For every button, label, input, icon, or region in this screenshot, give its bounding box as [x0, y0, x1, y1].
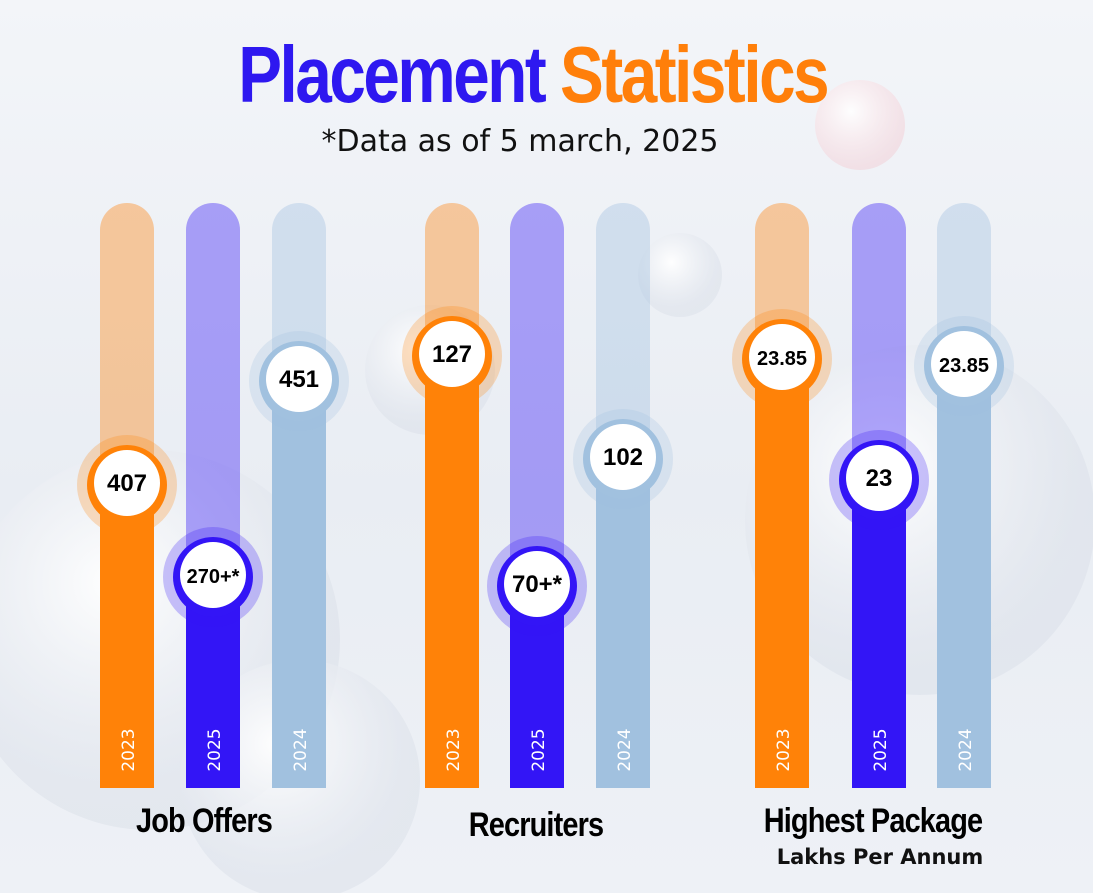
marker-inner	[266, 346, 332, 412]
data-label: 270+*	[187, 566, 240, 588]
title-part-2: Statistics	[560, 30, 830, 119]
bar-job-offers-2024	[272, 381, 326, 788]
data-label: 23.85	[757, 348, 807, 370]
bar-highest-package-2023	[755, 359, 809, 788]
year-label: 2025	[529, 728, 549, 771]
marker-inner	[846, 445, 912, 511]
year-label: 2023	[444, 728, 464, 771]
marker-inner	[749, 324, 815, 390]
year-label: 2024	[956, 728, 976, 771]
year-label: 2025	[205, 728, 225, 771]
data-label: 23.85	[939, 355, 989, 377]
bar-job-offers-2023	[100, 485, 154, 788]
year-label: 2024	[615, 728, 635, 771]
marker-inner	[590, 424, 656, 490]
group-label-job-offers: Job Offers	[135, 802, 273, 840]
data-label: 127	[432, 341, 472, 368]
data-label: 407	[107, 470, 147, 497]
year-label: 2023	[774, 728, 794, 771]
bar-recruiters-2024	[596, 459, 650, 788]
data-label: 451	[279, 366, 319, 393]
group-label-recruiters: Recruiters	[468, 806, 604, 844]
marker-inner	[504, 551, 570, 617]
page-title: Placement Statistics	[98, 30, 967, 120]
marker-inner	[94, 450, 160, 516]
bar-highest-package-2025	[852, 480, 906, 788]
bar-highest-package-2024	[937, 366, 991, 788]
data-label: 102	[603, 444, 643, 471]
group-label-highest-package: Highest Package	[763, 802, 983, 840]
marker-inner	[931, 331, 997, 397]
title-part-1: Placement	[238, 30, 546, 119]
bar-recruiters-2023	[425, 356, 479, 788]
year-label: 2023	[119, 728, 139, 771]
marker-inner	[419, 321, 485, 387]
data-label: 70+*	[512, 571, 563, 598]
page-subtitle: *Data as of 5 march, 2025	[321, 124, 719, 159]
year-label: 2025	[871, 728, 891, 771]
unit-label-lakhs: Lakhs Per Annum	[776, 845, 984, 869]
data-label: 23	[866, 465, 893, 492]
marker-inner	[180, 542, 246, 608]
year-label: 2024	[291, 728, 311, 771]
